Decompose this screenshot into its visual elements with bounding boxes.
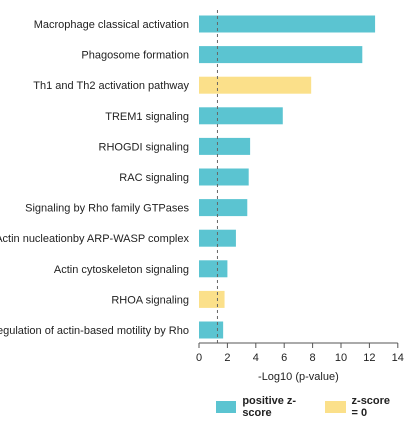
x-tick-label: 8 xyxy=(310,352,316,364)
bar-chart: Macrophage classical activation Phagosome… xyxy=(0,10,404,383)
bar xyxy=(199,15,376,33)
legend-label-zero: z-score = 0 xyxy=(351,395,391,419)
bar xyxy=(199,137,251,155)
category-label: Macrophage classical activation xyxy=(34,19,189,31)
category-label: Regulation of actin-based motility by Rh… xyxy=(0,325,189,337)
x-axis-ticks: 0 2 4 6 8 10 12 14 xyxy=(196,343,404,364)
legend-item-zero: z-score = 0 xyxy=(325,395,396,419)
bar xyxy=(199,107,283,125)
bars-group xyxy=(199,15,376,339)
legend-item-positive: positive z-score xyxy=(216,395,307,419)
category-label: Phagosome formation xyxy=(81,50,189,62)
category-label: RHOGDI signaling xyxy=(99,141,189,153)
x-axis-title: -Log10 (p-value) xyxy=(258,371,339,383)
x-tick-label: 14 xyxy=(392,352,404,364)
category-label: RAC signaling xyxy=(119,172,189,184)
x-tick-label: 2 xyxy=(224,352,230,364)
category-labels: Macrophage classical activation Phagosome… xyxy=(0,19,189,337)
x-tick-label: 10 xyxy=(335,352,347,364)
x-tick-label: 4 xyxy=(253,352,259,364)
category-label: Actin cytoskeleton signaling xyxy=(54,264,189,276)
category-label: Actin nucleationby ARP-WASP complex xyxy=(0,233,189,245)
category-label: Signaling by Rho family GTPases xyxy=(25,203,189,215)
legend-label-positive: positive z-score xyxy=(242,395,297,419)
category-label: Th1 and Th2 activation pathway xyxy=(33,80,189,92)
x-tick-label: 6 xyxy=(281,352,287,364)
legend-swatch-zero xyxy=(325,401,346,413)
x-tick-label: 12 xyxy=(363,352,375,364)
category-label: TREM1 signaling xyxy=(105,111,189,123)
bar xyxy=(199,321,224,339)
bar xyxy=(199,46,363,64)
bar xyxy=(199,199,248,217)
bar xyxy=(199,260,228,278)
bar xyxy=(199,168,249,186)
category-label: RHOA signaling xyxy=(111,294,189,306)
x-tick-label: 0 xyxy=(196,352,202,364)
bar xyxy=(199,290,225,308)
bar xyxy=(199,76,312,94)
legend: positive z-score z-score = 0 xyxy=(216,395,414,419)
legend-swatch-positive xyxy=(216,401,237,413)
